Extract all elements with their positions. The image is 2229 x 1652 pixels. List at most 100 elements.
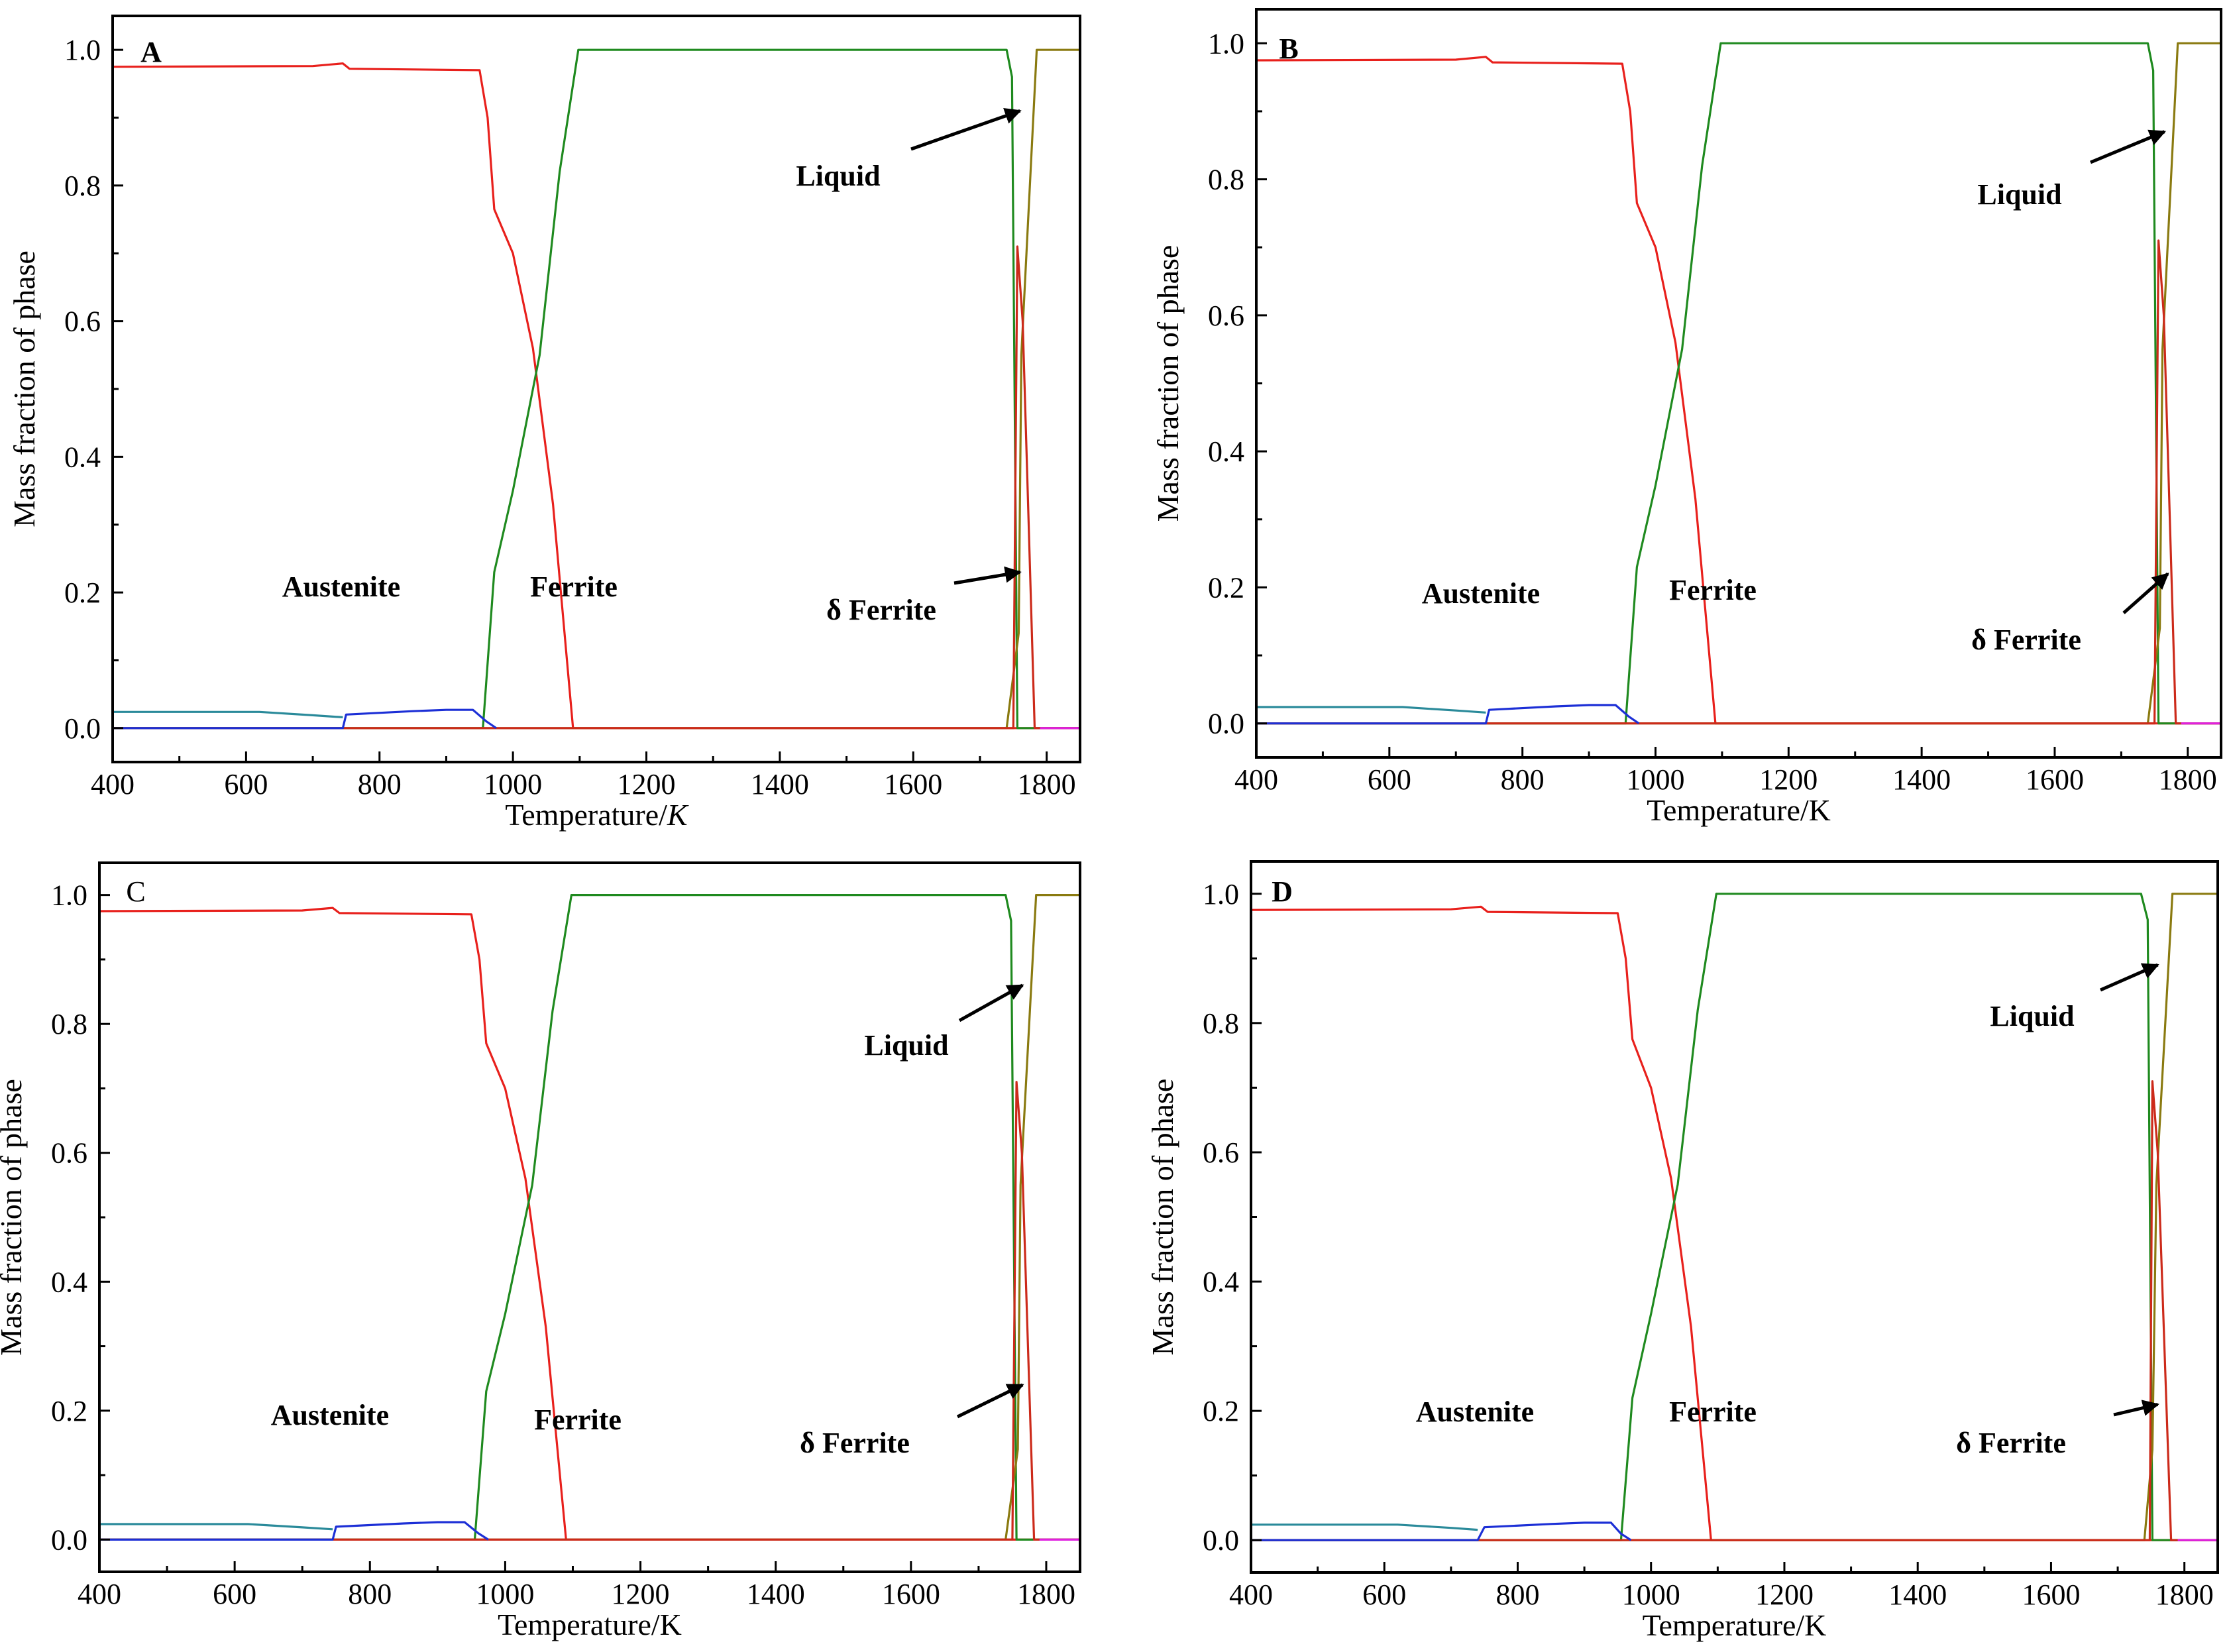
series-line-cementite [113,708,497,730]
series-line-ferrite [113,62,1080,730]
y-tick-label: 0.6 [1208,300,1244,332]
panel-d: 400 600 800 1000 1200 1400 1600 1800 0.0 0.2 0.4 0.… [1146,860,2219,1642]
series-line-austenite [113,48,1080,730]
series-line-minor-phase [1256,706,1486,714]
annotation-ferrite: δ Ferrite [826,594,936,626]
y-tick-label: 0.0 [1208,708,1244,740]
x-tick-label: 1000 [1622,1578,1680,1611]
series-line-minor-phase [1251,1523,1478,1531]
series-line-austenite [1256,42,2221,725]
annotation-austenite: Austenite [1422,577,1540,610]
x-tick-label: 1200 [1755,1578,1814,1611]
panel-letter: C [126,875,145,908]
y-tick-label: 1.0 [64,34,101,66]
y-tick-label: 0.8 [51,1008,87,1040]
x-tick-label: 1800 [1017,1578,1075,1610]
y-tick-label: 0.8 [1208,164,1244,196]
y-tick-label: 0.0 [1203,1524,1239,1557]
y-axis-title: Mass fraction of phase [1146,1079,1179,1356]
annotation-austenite: Austenite [1416,1396,1534,1428]
y-tick-label: 0.4 [64,441,101,473]
x-tick-label: 1400 [1892,763,1951,796]
annotation-austenite: Austenite [271,1399,389,1431]
y-tick-label: 0.2 [1208,571,1244,604]
series-line-minor-phase [99,1523,333,1531]
y-tick-label: 0.4 [1203,1266,1239,1298]
series-group [113,48,1080,730]
panel-b: 400 600 800 1000 1200 1400 1600 1800 0.0 0.2 0.4 0.… [1151,8,2222,827]
series-line-cementite [1256,704,1640,725]
series-line--ferrite [1251,1080,2218,1541]
x-tick-label: 1800 [1018,768,1076,800]
x-axis-title-text: Temperature/K [498,1608,682,1641]
annotation-arrow [2122,573,2169,614]
x-tick-label: 1400 [751,768,809,800]
x-tick-label: 400 [91,768,135,800]
x-tick-label: 1600 [2022,1578,2080,1611]
annotation-arrow [2113,1400,2159,1417]
series-line-liquid [1256,42,2221,725]
annotation-arrow [2090,129,2166,164]
y-tick-label: 0.2 [51,1395,87,1427]
y-tick-label: 0.8 [1203,1007,1239,1040]
x-tick-label: 800 [1495,1578,1539,1611]
y-tick-label: 0.8 [64,170,101,202]
annotation-ferrite: Ferrite [534,1404,622,1436]
x-tick-label: 1600 [884,768,942,800]
series-line-cementite [1251,1521,1632,1541]
y-axis-title: Mass fraction of phase [1151,245,1185,522]
series-line--ferrite [1256,239,2221,725]
x-axis-title-text: Temperature/K [1643,1608,1827,1642]
x-tick-label: 1400 [747,1578,805,1610]
annotation-liquid: Liquid [796,160,880,192]
plot-frame [98,861,1081,1573]
annotation-liquid: Liquid [1977,178,2061,211]
x-axis-title-text: Temperature/K [1647,793,1831,827]
x-tick-label: 1800 [2159,763,2217,796]
y-tick-label: 0.2 [1203,1395,1239,1427]
annotation-ferrite: δ Ferrite [1956,1427,2066,1459]
y-tick-label: 0.6 [1203,1136,1239,1169]
series-group [1251,893,2218,1541]
series-line-ferrite [99,907,1080,1541]
x-tick-label: 600 [213,1578,256,1610]
annotation-arrow [956,1383,1024,1419]
annotation-ferrite: δ Ferrite [1971,624,2081,656]
y-tick-label: 0.0 [64,712,101,745]
series-line-liquid [99,893,1080,1541]
x-tick-label: 600 [224,768,268,800]
x-tick-label: 1200 [612,1578,670,1610]
panel-letter: D [1272,875,1293,908]
x-tick-label: 1800 [2155,1578,2214,1611]
series-line-ferrite [1251,905,2218,1541]
x-axis-title-text: Temperature/ [505,798,667,832]
x-tick-label: 800 [358,768,402,800]
plot-frame [1250,860,2219,1574]
x-tick-label: 1000 [484,768,542,800]
y-tick-label: 0.6 [51,1137,87,1170]
annotation-ferrite: δ Ferrite [800,1427,910,1459]
x-tick-label: 600 [1368,763,1411,796]
x-tick-label: 400 [1229,1578,1273,1611]
annotation-arrow [910,107,1022,151]
y-axis-title: Mass fraction of phase [7,250,41,527]
annotation-austenite: Austenite [282,571,400,603]
x-axis-title: Temperature/K [505,798,689,832]
annotation-ferrite: Ferrite [530,571,618,603]
y-tick-label: 0.4 [1208,435,1244,468]
annotation-arrow [2099,963,2159,992]
x-tick-label: 600 [1362,1578,1406,1611]
series-line-ferrite [1256,56,2221,725]
y-tick-label: 0.4 [51,1266,87,1298]
panel-letter: A [140,36,162,68]
series-line-liquid [113,48,1080,730]
series-line-austenite [99,893,1080,1541]
x-tick-label: 1600 [2026,763,2084,796]
annotation-arrow [953,566,1022,585]
y-axis-title: Mass fraction of phase [0,1079,28,1356]
annotation-liquid: Liquid [864,1029,948,1062]
x-tick-label: 1000 [476,1578,534,1610]
annotation-arrow [958,983,1024,1022]
series-line--ferrite [99,1081,1080,1541]
